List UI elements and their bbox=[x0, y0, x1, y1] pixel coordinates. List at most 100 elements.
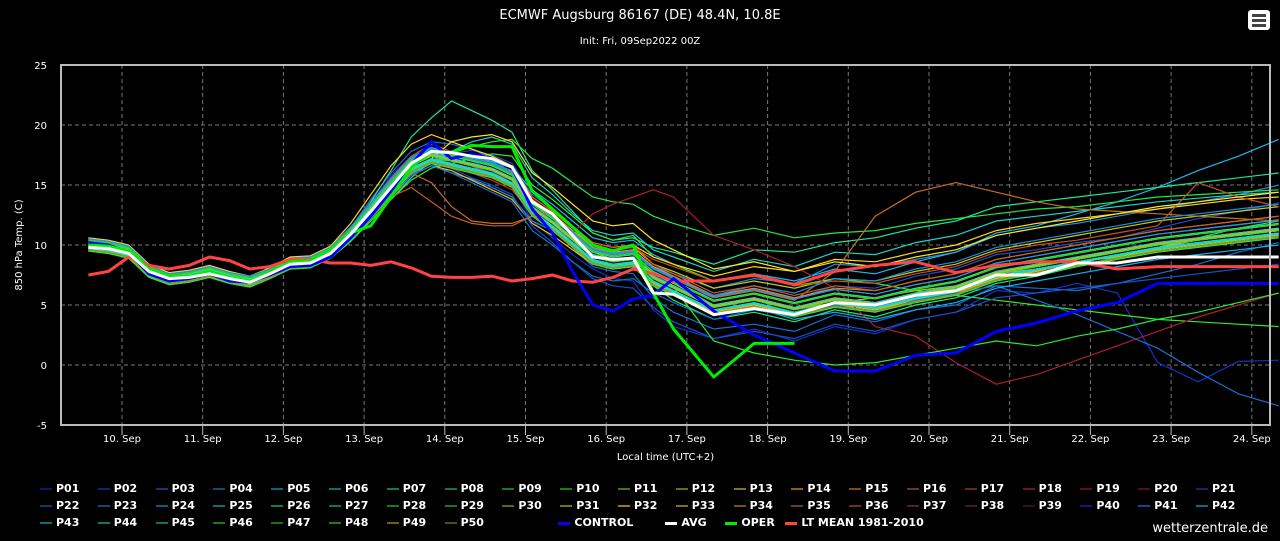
legend-item-p04[interactable]: P04 bbox=[213, 482, 253, 495]
legend-label: P45 bbox=[171, 516, 195, 529]
legend-label: P21 bbox=[1212, 482, 1236, 495]
legend-item-p39[interactable]: P39 bbox=[1022, 499, 1062, 512]
legend-swatch bbox=[1196, 505, 1208, 507]
legend-item-p28[interactable]: P28 bbox=[386, 499, 427, 512]
legend-swatch bbox=[907, 505, 919, 507]
legend-item-p02[interactable]: P02 bbox=[97, 482, 137, 495]
legend-item-p31[interactable]: P31 bbox=[560, 499, 600, 512]
legend-item-p36[interactable]: P36 bbox=[849, 499, 889, 512]
legend-item-p44[interactable]: P44 bbox=[97, 516, 137, 529]
legend-item-p12[interactable]: P12 bbox=[675, 482, 715, 495]
legend-swatch bbox=[665, 521, 678, 525]
legend-item-p03[interactable]: P03 bbox=[155, 482, 195, 495]
series-line-p50 bbox=[88, 161, 1279, 317]
x-tick-label: 21. Sep bbox=[991, 434, 1029, 445]
legend-label: P05 bbox=[287, 482, 311, 495]
legend-item-p29[interactable]: P29 bbox=[444, 499, 484, 512]
y-axis-label: 850 hPa Temp. (C) bbox=[14, 199, 25, 290]
legend-label: P42 bbox=[1212, 499, 1236, 512]
legend-item-p33[interactable]: P33 bbox=[675, 499, 715, 512]
legend-item-oper[interactable]: OPER bbox=[725, 516, 775, 529]
legend-swatch bbox=[97, 488, 110, 490]
legend-swatch bbox=[849, 488, 862, 490]
legend-item-p24[interactable]: P24 bbox=[155, 499, 195, 512]
legend-label: P32 bbox=[634, 499, 658, 512]
legend-swatch bbox=[560, 505, 573, 507]
y-tick-label: 5 bbox=[41, 301, 47, 312]
legend-item-p37[interactable]: P37 bbox=[907, 499, 946, 512]
legend-swatch bbox=[964, 488, 977, 490]
legend-item-p30[interactable]: P30 bbox=[502, 499, 542, 512]
x-axis: 10. Sep 11. Sep 12. Sep 13. Sep 14. Sep 15. S… bbox=[103, 425, 1271, 445]
legend-item-p34[interactable]: P34 bbox=[733, 499, 773, 512]
legend-swatch bbox=[40, 488, 52, 490]
legend-item-p40[interactable]: P40 bbox=[1080, 499, 1120, 512]
legend-item-p16[interactable]: P16 bbox=[907, 482, 946, 495]
legend-item-p01[interactable]: P01 bbox=[40, 482, 79, 495]
legend-item-p14[interactable]: P14 bbox=[791, 482, 831, 495]
legend-item-lt-mean-1981-2010[interactable]: LT MEAN 1981-2010 bbox=[785, 516, 924, 529]
legend-label: P15 bbox=[865, 482, 889, 495]
legend-item-p20[interactable]: P20 bbox=[1138, 482, 1178, 495]
x-tick-label: 12. Sep bbox=[264, 434, 302, 445]
legend-swatch bbox=[733, 488, 746, 490]
legend-label: P37 bbox=[923, 499, 947, 512]
legend-swatch bbox=[618, 505, 630, 507]
legend-item-p25[interactable]: P25 bbox=[213, 499, 253, 512]
legend-label: P09 bbox=[518, 482, 542, 495]
legend-label: P03 bbox=[171, 482, 195, 495]
legend-item-p45[interactable]: P45 bbox=[155, 516, 195, 529]
legend-item-p47[interactable]: P47 bbox=[271, 516, 311, 529]
legend-swatch bbox=[329, 505, 341, 507]
legend-item-control[interactable]: CONTROL bbox=[558, 516, 633, 529]
legend-item-p49[interactable]: P49 bbox=[386, 516, 427, 529]
legend-item-p18[interactable]: P18 bbox=[1022, 482, 1062, 495]
legend-item-p35[interactable]: P35 bbox=[791, 499, 831, 512]
legend-item-p38[interactable]: P38 bbox=[964, 499, 1004, 512]
legend-swatch bbox=[213, 522, 226, 524]
legend-swatch bbox=[560, 488, 573, 490]
legend-item-p46[interactable]: P46 bbox=[213, 516, 253, 529]
x-tick-label: 22. Sep bbox=[1071, 434, 1109, 445]
legend-label: P34 bbox=[749, 499, 773, 512]
legend-label: P22 bbox=[56, 499, 80, 512]
legend-item-p48[interactable]: P48 bbox=[329, 516, 368, 529]
legend-item-p23[interactable]: P23 bbox=[97, 499, 137, 512]
legend-swatch bbox=[97, 522, 110, 524]
x-axis-label: Local time (UTC+2) bbox=[617, 452, 714, 463]
legend-item-p06[interactable]: P06 bbox=[329, 482, 368, 495]
legend-swatch bbox=[733, 505, 746, 507]
legend-item-p43[interactable]: P43 bbox=[40, 516, 79, 529]
x-tick-label: 13. Sep bbox=[345, 434, 383, 445]
legend-item-p17[interactable]: P17 bbox=[964, 482, 1004, 495]
legend-item-p13[interactable]: P13 bbox=[733, 482, 773, 495]
legend-label: P49 bbox=[402, 516, 427, 529]
legend-item-p42[interactable]: P42 bbox=[1196, 499, 1235, 512]
legend-item-p07[interactable]: P07 bbox=[386, 482, 426, 495]
legend-item-p41[interactable]: P41 bbox=[1138, 499, 1178, 512]
legend-item-p27[interactable]: P27 bbox=[329, 499, 368, 512]
legend-label: P36 bbox=[865, 499, 889, 512]
legend-label: P24 bbox=[171, 499, 195, 512]
y-axis: -5 0 5 10 15 20 25 bbox=[34, 61, 47, 432]
legend-swatch bbox=[155, 522, 168, 524]
legend-item-p09[interactable]: P09 bbox=[502, 482, 542, 495]
legend-label: P30 bbox=[518, 499, 542, 512]
legend-item-avg[interactable]: AVG bbox=[665, 516, 707, 529]
legend-label: P28 bbox=[402, 499, 427, 512]
legend-item-p08[interactable]: P08 bbox=[444, 482, 484, 495]
legend-item-p19[interactable]: P19 bbox=[1080, 482, 1120, 495]
legend-swatch bbox=[213, 505, 226, 507]
legend-item-p05[interactable]: P05 bbox=[271, 482, 311, 495]
legend-item-p21[interactable]: P21 bbox=[1196, 482, 1235, 495]
legend-item-p50[interactable]: P50 bbox=[444, 516, 484, 529]
y-tick-label: 20 bbox=[34, 121, 47, 132]
legend-item-p22[interactable]: P22 bbox=[40, 499, 79, 512]
legend-item-p26[interactable]: P26 bbox=[271, 499, 311, 512]
legend-item-p10[interactable]: P10 bbox=[560, 482, 600, 495]
legend-item-p11[interactable]: P11 bbox=[618, 482, 657, 495]
hamburger-menu-icon[interactable] bbox=[1248, 10, 1270, 30]
legend-item-p32[interactable]: P32 bbox=[618, 499, 657, 512]
legend-swatch bbox=[502, 505, 515, 507]
legend-item-p15[interactable]: P15 bbox=[849, 482, 889, 495]
